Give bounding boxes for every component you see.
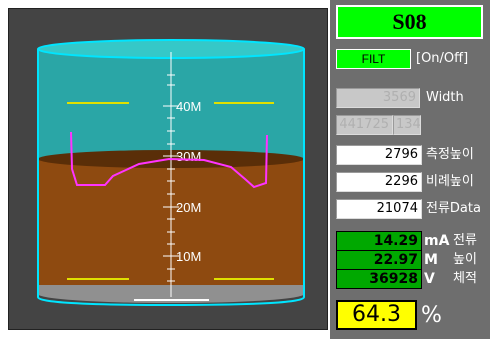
disabled-field-left: 441725 <box>336 115 393 135</box>
measured-height-field[interactable]: 2796 <box>336 145 422 165</box>
proportional-height-label: 비례높이 <box>426 174 474 189</box>
height-unit: M <box>424 252 438 268</box>
surface-profile-line <box>70 131 268 189</box>
height-label: 높이 <box>453 252 477 267</box>
scale-label-30m: 30M <box>176 149 201 164</box>
filter-option-label: [On/Off] <box>416 51 469 66</box>
filter-toggle-button[interactable]: FILT <box>336 49 411 69</box>
scale-ticks <box>163 74 179 282</box>
volume-unit: V <box>424 271 435 287</box>
width-field[interactable]: 3569 <box>336 88 420 108</box>
width-label: Width <box>426 90 464 105</box>
current-label: 전류 <box>453 233 477 248</box>
measured-height-label: 측정높이 <box>426 147 474 162</box>
volume-label: 체적 <box>453 271 477 286</box>
scale-label-40m: 40M <box>176 99 201 114</box>
scale-label-10m: 10M <box>176 249 201 264</box>
scale-label-20m: 20M <box>176 200 201 215</box>
proportional-height-field[interactable]: 2296 <box>336 172 422 192</box>
volume-value: 36928 <box>336 269 422 289</box>
readout-panel: S08 FILT [On/Off] 3569 Width 441725 134 … <box>330 0 490 339</box>
fill-percent-display: 64.3 <box>336 300 417 330</box>
tank-base-outline <box>37 296 305 307</box>
current-unit: mA <box>424 233 450 249</box>
disabled-field-right: 134 <box>393 115 421 135</box>
sensor-id-badge: S08 <box>336 5 483 39</box>
tank-drawing: 40M 30M 20M 10M <box>37 39 305 307</box>
tank-view: 40M 30M 20M 10M <box>8 8 328 330</box>
current-data-field[interactable]: 21074 <box>336 199 422 219</box>
current-value: 14.29 <box>336 231 422 251</box>
percent-symbol: % <box>421 303 442 328</box>
height-value: 22.97 <box>336 250 422 270</box>
current-data-label: 전류Data <box>426 201 481 216</box>
